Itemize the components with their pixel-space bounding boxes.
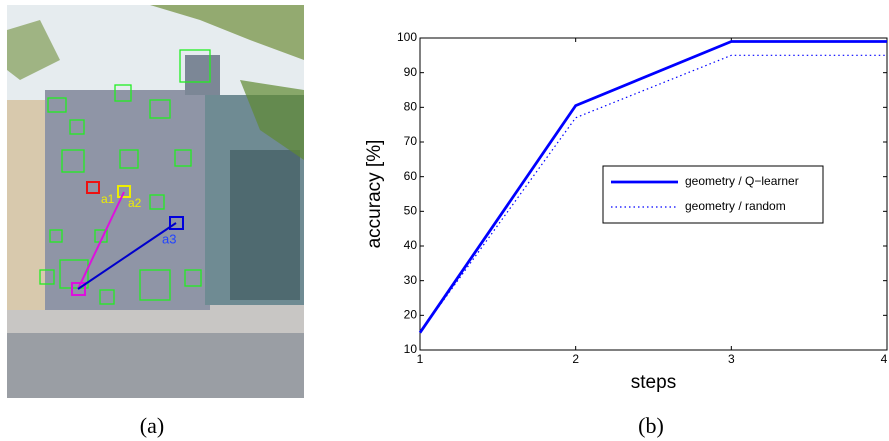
y-tick-label: 30	[404, 273, 418, 287]
y-tick-label: 100	[397, 30, 417, 44]
y-tick-label: 90	[404, 65, 418, 79]
y-tick-label: 50	[404, 204, 418, 218]
photo: a1 a2 a3	[7, 5, 304, 398]
image-label: a1	[101, 192, 115, 206]
image-label: a3	[162, 231, 176, 246]
x-axis-label: steps	[631, 372, 676, 393]
y-tick-label: 10	[404, 342, 418, 356]
y-tick-label: 40	[404, 238, 418, 252]
y-tick-label: 80	[404, 100, 418, 114]
y-tick-label: 60	[404, 169, 418, 183]
y-tick-label: 70	[404, 134, 418, 148]
x-tick-label: 4	[881, 352, 888, 366]
x-tick-label: 3	[728, 352, 735, 366]
y-axis-label: accuracy [%]	[364, 140, 385, 249]
x-tick-label: 2	[572, 352, 579, 366]
legend-label: geometry / random	[685, 199, 786, 213]
data-line	[418, 40, 887, 334]
y-tick-label: 20	[404, 308, 418, 322]
caption: (a)	[140, 413, 164, 438]
x-tick-label: 1	[417, 352, 424, 366]
legend-label: geometry / Q−learner	[685, 174, 799, 188]
image-label: a2	[128, 196, 142, 210]
caption: (b)	[638, 413, 664, 438]
legend	[602, 165, 824, 224]
